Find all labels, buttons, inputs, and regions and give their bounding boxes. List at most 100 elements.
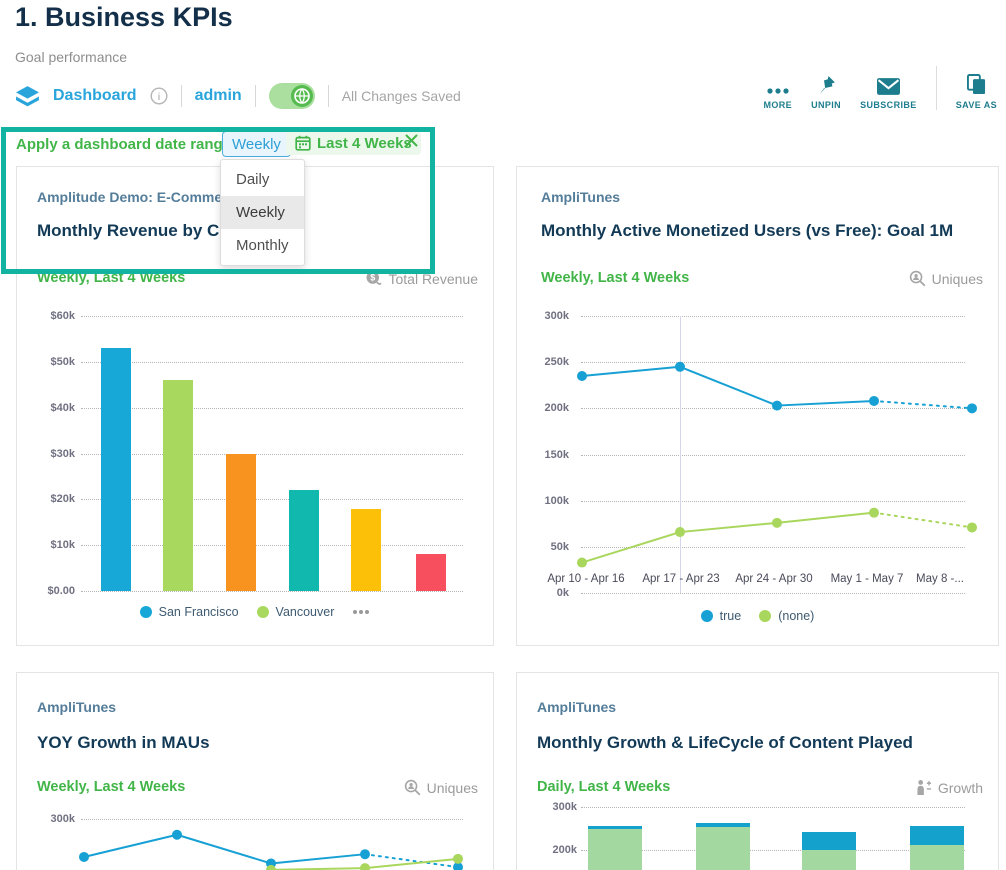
grid-line: [581, 546, 965, 548]
stacked-bar-top-segment[interactable]: [588, 825, 642, 829]
yoy-growth-chart: 300k: [17, 673, 493, 870]
info-icon[interactable]: i: [150, 87, 168, 105]
grid-line: [81, 591, 463, 592]
y-tick-label: 200k: [552, 844, 577, 856]
chart-legend: San Francisco Vancouver: [17, 605, 493, 619]
monetized-users-chart: 300k 250k 200k 150k 100k 50k 0k Apr 10 - Apr 16…: [517, 167, 998, 645]
revenue-by-city-chart: $60k $50k $40k $30k $20k $10k $0.00: [17, 167, 493, 645]
save-as-button[interactable]: SAVE AS: [956, 74, 997, 110]
data-point[interactable]: [772, 400, 782, 411]
card-title[interactable]: Monthly Revenue by Cit: [37, 221, 230, 240]
bar[interactable]: [351, 508, 381, 591]
chart-legend: true (none): [517, 609, 998, 623]
close-date-range-icon[interactable]: [404, 133, 419, 153]
grid-line: [81, 361, 463, 363]
unpin-label: UNPIN: [811, 100, 842, 110]
subscribe-button[interactable]: SUBSCRIBE: [860, 75, 917, 110]
stacked-bar-top-segment[interactable]: [802, 832, 856, 851]
stacked-bar-top-segment[interactable]: [910, 825, 964, 845]
stacked-bar-bottom-segment[interactable]: [802, 850, 856, 870]
grid-line: [581, 316, 965, 317]
y-tick-label: 100k: [544, 494, 569, 507]
data-point[interactable]: [453, 853, 463, 864]
grid-line: [581, 500, 965, 502]
card-source[interactable]: AmpliTunes: [37, 699, 117, 715]
dashboard-type-button[interactable]: Dashboard: [53, 87, 137, 104]
dropdown-option-monthly[interactable]: Monthly: [236, 237, 289, 254]
data-point[interactable]: [577, 557, 587, 568]
data-point[interactable]: [577, 371, 587, 382]
bar[interactable]: [226, 453, 256, 591]
bar[interactable]: [163, 380, 193, 591]
legend-item[interactable]: Vancouver: [256, 605, 334, 619]
card-title[interactable]: Monthly Active Monetized Users (vs Free)…: [541, 221, 954, 240]
more-button[interactable]: MORE: [763, 75, 792, 110]
metric-label: Uniques: [426, 779, 478, 796]
data-point[interactable]: [360, 863, 370, 870]
card-range-label: Daily, Last 4 Weeks: [537, 779, 671, 795]
card-source[interactable]: Amplitude Demo: E-Comme: [37, 189, 223, 205]
subscribe-label: SUBSCRIBE: [860, 100, 917, 110]
y-tick-label: 300k: [50, 813, 75, 825]
save-status: All Changes Saved: [341, 88, 461, 104]
legend-more-icon[interactable]: [352, 609, 370, 615]
interval-selector-button[interactable]: Weekly: [222, 131, 291, 157]
data-point[interactable]: [869, 507, 879, 518]
public-toggle[interactable]: [268, 83, 315, 109]
date-range-label: Last 4 Weeks: [317, 134, 412, 152]
grid-line: [581, 807, 965, 808]
y-tick-label: $30k: [50, 447, 75, 460]
stacked-bar-top-segment[interactable]: [696, 822, 750, 828]
grid-line: [81, 545, 463, 547]
y-tick-label: 300k: [552, 801, 577, 813]
data-point[interactable]: [675, 361, 685, 372]
metric-label: Total Revenue: [388, 270, 478, 287]
data-point[interactable]: [360, 849, 370, 860]
data-point[interactable]: [675, 527, 685, 538]
bar[interactable]: [289, 490, 319, 591]
data-point[interactable]: [266, 864, 276, 870]
owner-link[interactable]: admin: [194, 87, 242, 104]
toolbar-divider: [254, 85, 256, 107]
data-point[interactable]: [967, 522, 977, 533]
data-point[interactable]: [772, 517, 782, 528]
y-tick-label: 250k: [544, 356, 569, 369]
x-tick-label: Apr 10 - Apr 16: [547, 573, 625, 585]
data-point[interactable]: [869, 395, 879, 406]
data-point[interactable]: [967, 403, 977, 414]
dropdown-option-daily[interactable]: Daily: [236, 171, 270, 188]
legend-item[interactable]: true: [700, 609, 742, 623]
date-range-button[interactable]: Last 4 Weeks: [286, 131, 421, 155]
legend-dot: [700, 610, 713, 622]
bar[interactable]: [416, 554, 446, 591]
card-source[interactable]: AmpliTunes: [537, 699, 617, 715]
grid-line: [581, 408, 965, 410]
data-point[interactable]: [79, 851, 89, 862]
legend-dot: [139, 606, 152, 618]
y-tick-label: $10k: [50, 539, 75, 552]
stacked-bar-bottom-segment[interactable]: [696, 827, 750, 870]
dropdown-option-weekly[interactable]: Weekly: [221, 196, 304, 229]
card-title[interactable]: YOY Growth in MAUs: [37, 733, 210, 752]
metric-label: Uniques: [931, 270, 983, 287]
stacked-bar-bottom-segment[interactable]: [910, 844, 964, 870]
unpin-button[interactable]: UNPIN: [811, 75, 841, 110]
stacked-bar-bottom-segment[interactable]: [588, 828, 642, 870]
legend-label: San Francisco: [158, 605, 239, 619]
bar[interactable]: [101, 348, 131, 591]
y-tick-label: 0k: [556, 587, 569, 599]
legend-label: true: [719, 609, 742, 623]
growth-icon: [915, 779, 932, 796]
svg-text:i: i: [157, 92, 159, 103]
card-title[interactable]: Monthly Growth & LifeCycle of Content Pl…: [537, 733, 913, 752]
card-source[interactable]: AmpliTunes: [541, 189, 621, 205]
grid-line: [81, 316, 463, 317]
date-range-prompt: Apply a dashboard date range: [16, 136, 232, 153]
data-point[interactable]: [172, 829, 182, 840]
y-tick-label: $20k: [50, 493, 75, 506]
legend-item[interactable]: (none): [759, 609, 814, 623]
toolbar-actions: MORE UNPIN SUBSCRIBE SAVE AS: [763, 66, 997, 110]
x-tick-label: Apr 17 - Apr 23: [642, 573, 720, 585]
legend-item[interactable]: San Francisco: [139, 605, 239, 619]
